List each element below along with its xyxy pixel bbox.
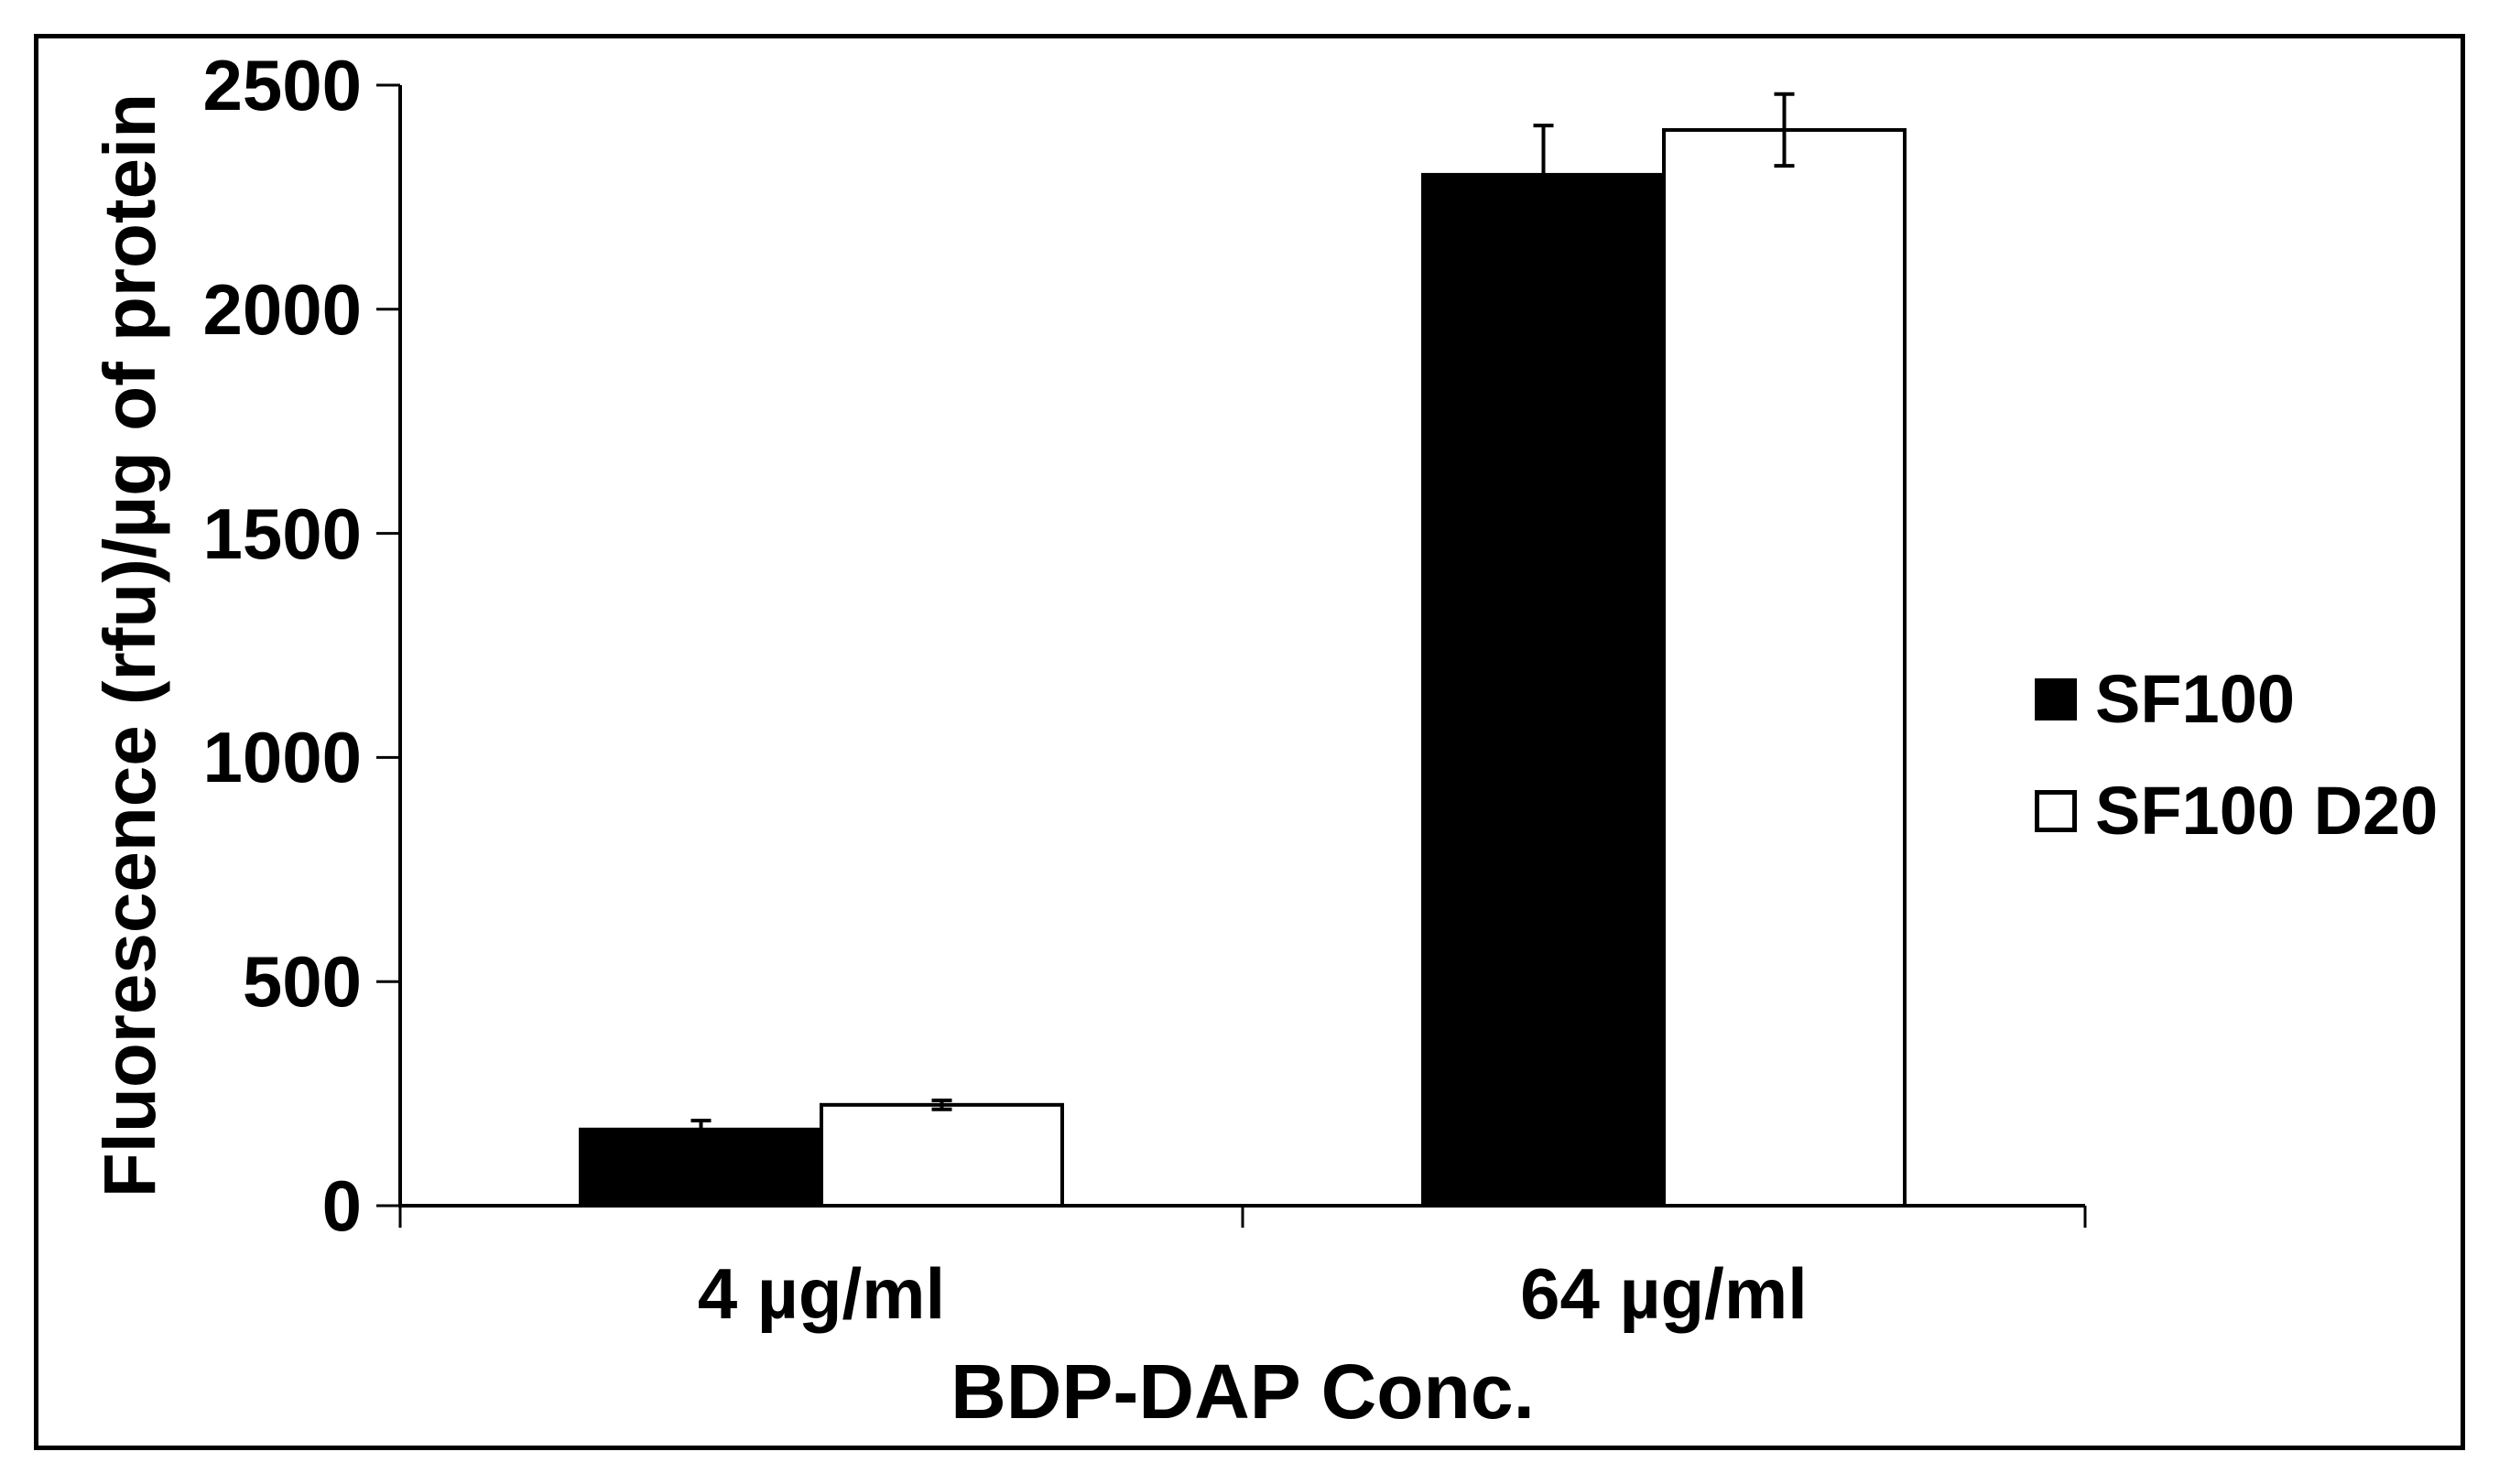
y-tick-label: 500 xyxy=(242,941,362,1023)
legend-label-sf100-d20: SF100 D20 xyxy=(2095,773,2439,849)
category-label-64ugml: 64 µg/ml xyxy=(1520,1253,1808,1334)
bar-sf100-4-g-ml xyxy=(579,1127,823,1208)
y-tick-label: 2000 xyxy=(202,268,362,350)
bar-sf100-d20-4-g-ml xyxy=(820,1102,1064,1208)
y-tick-label: 0 xyxy=(321,1165,362,1246)
category-label-4ugml: 4 µg/ml xyxy=(697,1253,946,1334)
y-tick-label: 2500 xyxy=(202,45,362,125)
legend-label-sf100: SF100 xyxy=(2095,661,2296,737)
bar-sf100-d20-64-g-ml xyxy=(1662,127,1907,1208)
y-tick-label: 1500 xyxy=(202,493,362,574)
bar-sf100-64-g-ml xyxy=(1421,172,1666,1208)
x-axis-title: BDP-DAP Conc. xyxy=(951,1349,1535,1435)
legend-item-sf100: SF100 xyxy=(2035,666,2295,733)
filled-square-icon xyxy=(2035,678,2077,720)
y-tick-label: 1000 xyxy=(202,717,362,798)
figure-border-frame xyxy=(34,34,2465,1450)
legend-item-sf100-d20: SF100 D20 xyxy=(2035,777,2438,845)
y-axis-title: Fluorescence (rfu)/µg of protein xyxy=(89,92,170,1198)
open-square-icon xyxy=(2035,790,2077,832)
